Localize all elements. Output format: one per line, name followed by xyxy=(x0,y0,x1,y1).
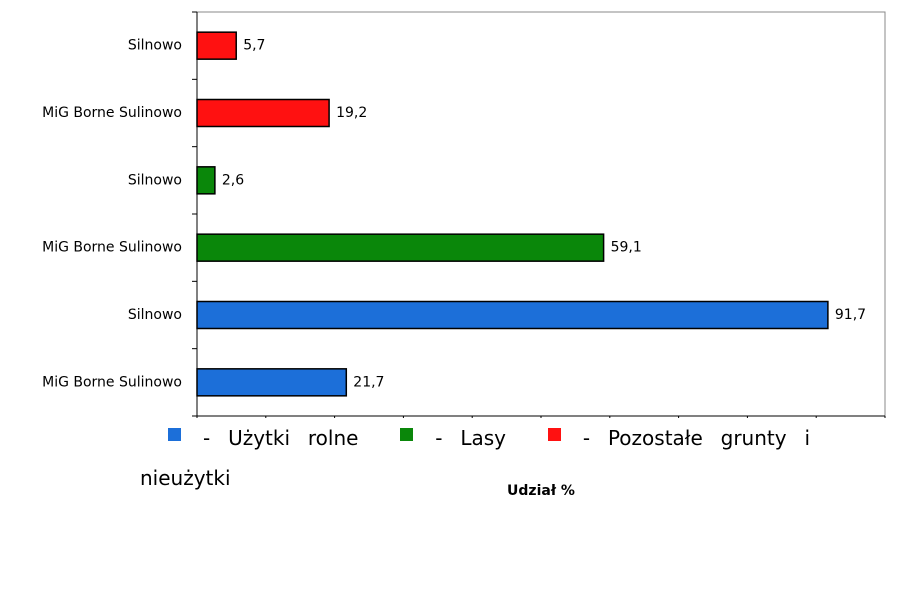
value-label: 91,7 xyxy=(835,307,866,323)
bar xyxy=(196,166,216,195)
bar xyxy=(196,233,605,262)
plot-area xyxy=(196,11,886,417)
legend: - Użytki rolne - Lasy - Pozostałe grunty… xyxy=(140,418,810,498)
y-tick-label: Silnowo xyxy=(128,38,182,54)
legend-label: - Lasy xyxy=(435,426,507,450)
y-tick-label: MiG Borne Sulinowo xyxy=(42,105,182,121)
bar xyxy=(196,98,330,128)
y-tick-label: MiG Borne Sulinowo xyxy=(42,240,182,256)
chart: 0102030405060708090100MiG Borne Sulinowo… xyxy=(42,11,886,418)
value-label: 2,6 xyxy=(222,172,244,188)
value-label: 19,2 xyxy=(336,105,367,121)
x-axis-title-area: Udział % xyxy=(507,483,575,499)
value-label: 5,7 xyxy=(243,38,265,54)
legend-marker xyxy=(400,428,414,441)
legend-label: - Użytki rolne xyxy=(203,426,359,450)
x-axis-title: Udział % xyxy=(507,483,575,499)
bar xyxy=(196,300,829,330)
y-tick-label: Silnowo xyxy=(128,307,182,323)
value-label: 21,7 xyxy=(353,374,384,390)
bar xyxy=(196,31,237,60)
legend-label: - Pozostałe grunty i nieużytki xyxy=(140,426,810,490)
value-label: 59,1 xyxy=(611,240,642,256)
legend-marker xyxy=(547,428,561,441)
legend-marker xyxy=(168,428,181,441)
bar xyxy=(196,368,348,397)
y-tick-label: MiG Borne Sulinowo xyxy=(42,374,182,390)
y-tick-label: Silnowo xyxy=(128,172,182,188)
